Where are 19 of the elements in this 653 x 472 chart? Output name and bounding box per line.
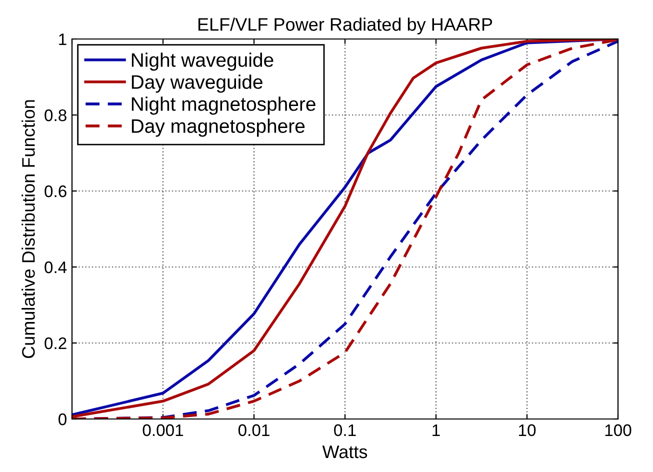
x-tick-label: 100: [605, 424, 632, 436]
y-tick-label: 1: [59, 34, 66, 46]
y-axis-title: Cumulative Distribution Function: [22, 100, 35, 358]
y-tick-label: 0.4: [44, 261, 67, 274]
chart-title: ELF/VLF Power Radiated by HAARP: [198, 18, 492, 34]
x-tick-label: 0.001: [142, 424, 184, 436]
y-tick-label: 0.8: [44, 109, 66, 122]
x-tick-label: 0.01: [238, 424, 270, 436]
legend-label: Night waveguide: [132, 52, 274, 71]
x-tick-label: 0.1: [334, 424, 356, 436]
legend-label: Night magnetosphere: [132, 96, 316, 115]
y-tick-label: 0.6: [44, 185, 66, 198]
x-tick-label: 1: [432, 424, 440, 436]
y-tick-label: 0.2: [44, 337, 66, 350]
legend-label: Day magnetosphere: [132, 118, 305, 137]
x-axis-title: Watts: [322, 446, 368, 458]
y-tick-label: 0: [58, 413, 66, 426]
x-tick-label: 10: [519, 424, 536, 436]
legend-label: Day waveguide: [132, 74, 262, 93]
